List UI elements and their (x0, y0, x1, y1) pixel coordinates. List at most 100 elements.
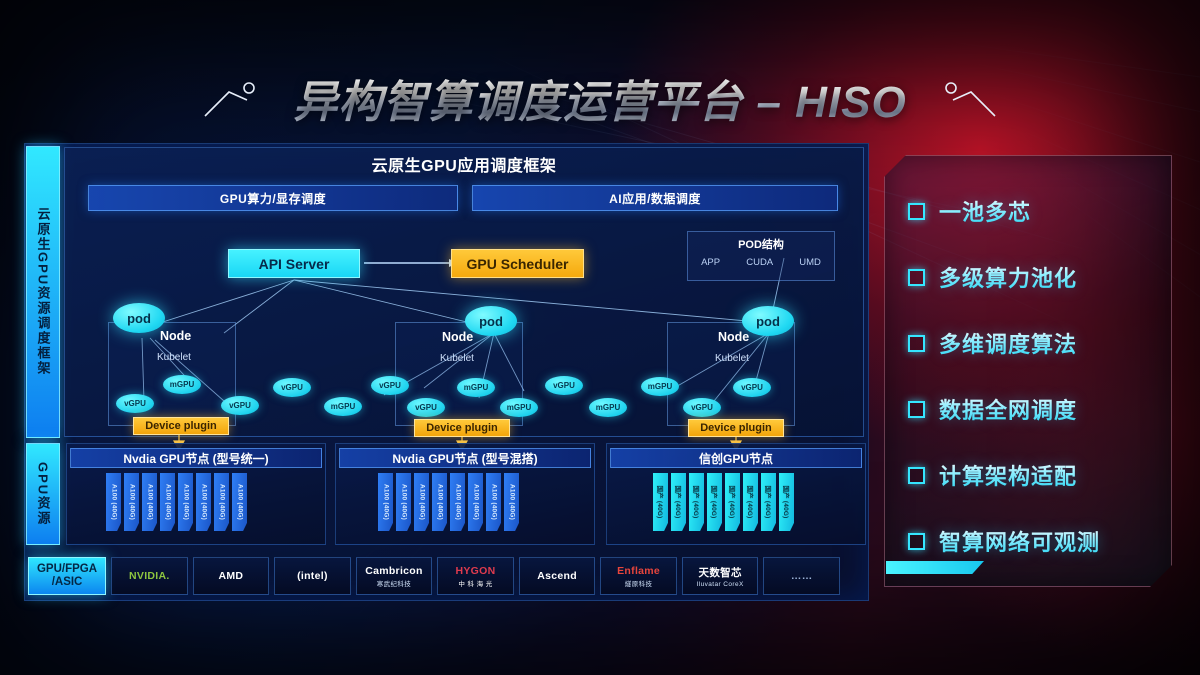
gpu-scheduler-node[interactable]: GPU Scheduler (451, 249, 584, 278)
vendor-cell-enflame[interactable]: Enflame 燧原科技 (600, 557, 677, 595)
node-title-2: Node (442, 330, 474, 344)
feature-item-2[interactable]: 多级算力池化 (908, 252, 1158, 302)
vendor-cell-intel[interactable]: (intel) (274, 557, 351, 595)
vgpu-3-3[interactable]: vGPU (683, 398, 721, 417)
gpu-card-label: A100 (40G) (146, 484, 153, 520)
vendor-cell-nvidia[interactable]: NVIDIA. (111, 557, 188, 595)
checkbox-icon (908, 202, 925, 220)
gpu-card[interactable]: A100 (40G) (486, 473, 501, 531)
feature-item-3[interactable]: 多维调度算法 (908, 318, 1158, 368)
gpu-card[interactable]: 国产 (40G) (761, 473, 776, 531)
vendor-subname: 中 科 海 光 (458, 580, 493, 588)
gpu-card[interactable]: A100 (40G) (160, 473, 175, 531)
feature-item-1[interactable]: 一池多芯 (908, 186, 1158, 236)
pod-node-3[interactable]: pod (742, 306, 794, 336)
gpu-card[interactable]: A100 (40G) (232, 473, 247, 531)
gpu-card-label: A100 (40G) (508, 484, 515, 520)
gpu-card[interactable]: A100 (40G) (378, 473, 393, 531)
vgpu-1-3[interactable]: vGPU (221, 396, 259, 415)
gpu-card[interactable]: A100 (40G) (178, 473, 193, 531)
vgpu-2-5[interactable]: vGPU (545, 376, 583, 395)
device-plugin-3[interactable]: Device plugin (688, 419, 784, 437)
gpu-card[interactable]: A100 (40G) (450, 473, 465, 531)
gpu-card-row-3: 国产 (40G) 国产 (40G) 国产 (40G) 国产 (40G) 国产 (40G)… (653, 473, 794, 531)
vgpu-1-4[interactable]: vGPU (273, 378, 311, 397)
feature-label: 数据全网调度 (939, 393, 1077, 425)
gpu-card[interactable]: A100 (40G) (396, 473, 411, 531)
feature-label: 一池多芯 (939, 195, 1031, 227)
vendor-cell-more[interactable]: …… (763, 557, 840, 595)
gpu-card-label: A100 (40G) (236, 484, 243, 520)
vendor-name: …… (790, 570, 813, 582)
feature-label: 计算架构适配 (939, 459, 1077, 491)
sidebar-label-gpu-resource: GPU资源 (26, 443, 60, 545)
kubelet-label-2: Kubelet (440, 353, 474, 364)
gpu-card[interactable]: 国产 (40G) (689, 473, 704, 531)
vendor-subname: 寒武纪科技 (376, 580, 412, 588)
feature-item-5[interactable]: 计算架构适配 (908, 450, 1158, 500)
vendor-name: 天数智芯 (698, 566, 742, 579)
feature-item-4[interactable]: 数据全网调度 (908, 384, 1158, 434)
gpu-card-label: A100 (40G) (418, 484, 425, 520)
gpu-card[interactable]: A100 (40G) (106, 473, 121, 531)
mgpu-1-2[interactable]: mGPU (163, 375, 201, 394)
vgpu-2-3[interactable]: vGPU (407, 398, 445, 417)
feature-label: 智算网络可观测 (939, 525, 1100, 557)
mgpu-2-2[interactable]: mGPU (457, 378, 495, 397)
vendor-name: (intel) (297, 570, 328, 582)
vendor-cell-amd[interactable]: AMD (192, 557, 270, 595)
mgpu-1-5[interactable]: mGPU (324, 397, 362, 416)
vendor-cell-GPU/FPGA/ASIC[interactable]: GPU/FPGA/ASIC (28, 557, 107, 595)
pod-node-2[interactable]: pod (465, 306, 517, 336)
gpu-card[interactable]: 国产 (40G) (707, 473, 722, 531)
vgpu-3-2[interactable]: vGPU (733, 378, 771, 397)
gpu-card[interactable]: A100 (40G) (432, 473, 447, 531)
vgpu-2-6[interactable]: mGPU (589, 398, 627, 417)
pod-layer-app: APP (701, 257, 721, 268)
gpu-card-label: A100 (40G) (200, 484, 207, 520)
vendor-name: AMD (218, 570, 244, 582)
pod-node-1[interactable]: pod (113, 303, 165, 333)
mgpu-2-4[interactable]: mGPU (500, 398, 538, 417)
bar-ai-application[interactable]: AI应用/数据调度 (472, 185, 838, 211)
gpu-card[interactable]: 国产 (40G) (779, 473, 794, 531)
gpu-card[interactable]: A100 (40G) (214, 473, 229, 531)
bar-gpu-compute[interactable]: GPU算力/显存调度 (88, 185, 458, 211)
checkbox-icon (908, 268, 925, 286)
vendor-name: Cambricon (365, 564, 423, 577)
gpu-card-label: A100 (40G) (218, 484, 225, 520)
mgpu-3-1[interactable]: mGPU (641, 377, 679, 396)
gpu-card[interactable]: 国产 (40G) (743, 473, 758, 531)
gpu-card[interactable]: 国产 (40G) (725, 473, 740, 531)
pod-layer-umd: UMD (799, 257, 821, 268)
vendor-name: Ascend (537, 570, 577, 582)
device-plugin-1[interactable]: Device plugin (133, 417, 229, 435)
vendor-cell-ascend[interactable]: Ascend (518, 557, 596, 595)
vgpu-2-1[interactable]: vGPU (371, 376, 409, 395)
vendor-cell-cambricon[interactable]: Cambricon 寒武纪科技 (355, 557, 433, 595)
gpu-card[interactable]: A100 (40G) (124, 473, 139, 531)
vendor-cell-hygon[interactable]: HYGON 中 科 海 光 (437, 557, 514, 595)
gpu-card[interactable]: 国产 (40G) (671, 473, 686, 531)
gpu-card-label: A100 (40G) (110, 484, 117, 520)
vgpu-1-1[interactable]: vGPU (116, 394, 154, 413)
gpu-card[interactable]: A100 (40G) (504, 473, 519, 531)
feature-panel-accent (886, 561, 984, 574)
api-server-node[interactable]: API Server (228, 249, 360, 278)
gpu-card-label: A100 (40G) (128, 484, 135, 520)
gpu-card[interactable]: A100 (40G) (414, 473, 429, 531)
pod-layer-cuda: CUDA (746, 257, 774, 268)
gpu-card[interactable]: A100 (40G) (468, 473, 483, 531)
vendor-cell-iluvatar[interactable]: 天数智芯 Iluvatar CoreX (681, 557, 759, 595)
pod-structure-title: POD结构 (738, 239, 784, 251)
kubelet-label-3: Kubelet (715, 353, 749, 364)
gpu-card[interactable]: A100 (40G) (196, 473, 211, 531)
feature-item-6[interactable]: 智算网络可观测 (908, 516, 1158, 566)
gpu-card-label: A100 (40G) (400, 484, 407, 520)
gpu-card[interactable]: A100 (40G) (142, 473, 157, 531)
gpu-card-label: 国产 (40G) (727, 485, 735, 519)
gpu-card[interactable]: 国产 (40G) (653, 473, 668, 531)
feature-label: 多维调度算法 (939, 327, 1077, 359)
page-title: 异构智算调度运营平台 – HISO (293, 66, 907, 130)
device-plugin-2[interactable]: Device plugin (414, 419, 510, 437)
